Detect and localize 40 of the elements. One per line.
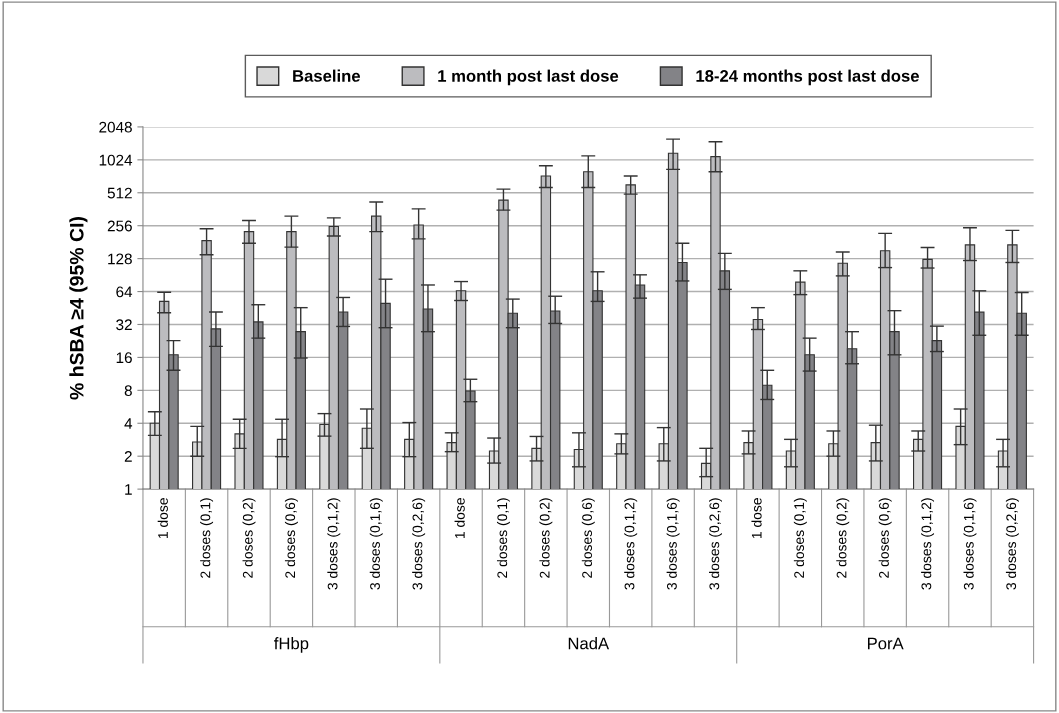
x-tick-label: 1 dose	[751, 498, 762, 539]
x-tick-label: 3 doses (0,1,6)	[369, 498, 383, 590]
y-tick-label: 256	[107, 220, 132, 232]
y-tick-label: 32	[116, 319, 132, 331]
x-tick-label: 2 doses (0,6)	[878, 498, 892, 578]
y-tick-label: 4	[124, 418, 133, 429]
x-tick-label: 3 doses (0,1,2)	[624, 498, 638, 590]
x-tick-label: 3 doses (0,2,6)	[1005, 498, 1019, 590]
text: fHbp	[274, 637, 309, 653]
x-tick-label: 1 dose	[157, 498, 168, 539]
x-tick-label: 2 doses (0,2)	[539, 498, 553, 578]
x-tick-label: 3 doses (0,1,6)	[963, 498, 977, 590]
x-tick-label: 2 doses (0,6)	[581, 498, 595, 578]
y-tick-label: 512	[107, 187, 132, 199]
x-tick-label: 3 doses (0,1,6)	[666, 498, 680, 590]
x-tick-label: 2 doses (0,2)	[242, 498, 256, 578]
x-tick-label: 2 doses (0,1)	[793, 498, 807, 578]
x-tick-label: 1 dose	[454, 498, 465, 539]
y-tick-label: 1	[125, 484, 132, 495]
text: NadA	[568, 637, 610, 650]
y-tick-label: 8	[124, 385, 132, 397]
y-tick-label: 2	[124, 451, 132, 462]
y-tick-label: 1024	[99, 154, 133, 166]
x-tick-label: 2 doses (0,1)	[496, 498, 510, 578]
x-tick-label: 3 doses (0,2,6)	[412, 498, 426, 590]
x-tick-label: 2 doses (0,2)	[836, 498, 850, 578]
y-axis-title: % hSBA ≥4 (95% CI)	[69, 217, 88, 400]
x-tick-label: 2 doses (0,1)	[200, 498, 214, 578]
x-tick-label: 3 doses (0,1,2)	[921, 498, 935, 590]
x-tick-label: 3 doses (0,2,6)	[709, 498, 722, 590]
y-tick-label: 64	[116, 286, 133, 298]
x-tick-label: 2 doses (0,6)	[284, 498, 298, 578]
legend-label: Baseline	[293, 69, 361, 82]
y-tick-label: 2048	[99, 121, 132, 133]
legend-label: 1 month post last dose	[438, 69, 619, 86]
legend-label: 18-24 months post last dose	[696, 69, 919, 86]
text: PorA	[867, 637, 904, 650]
y-tick-label: 16	[116, 352, 132, 364]
x-tick-label: 3 doses (0,1,2)	[327, 498, 341, 590]
y-tick-label: 128	[108, 253, 132, 265]
